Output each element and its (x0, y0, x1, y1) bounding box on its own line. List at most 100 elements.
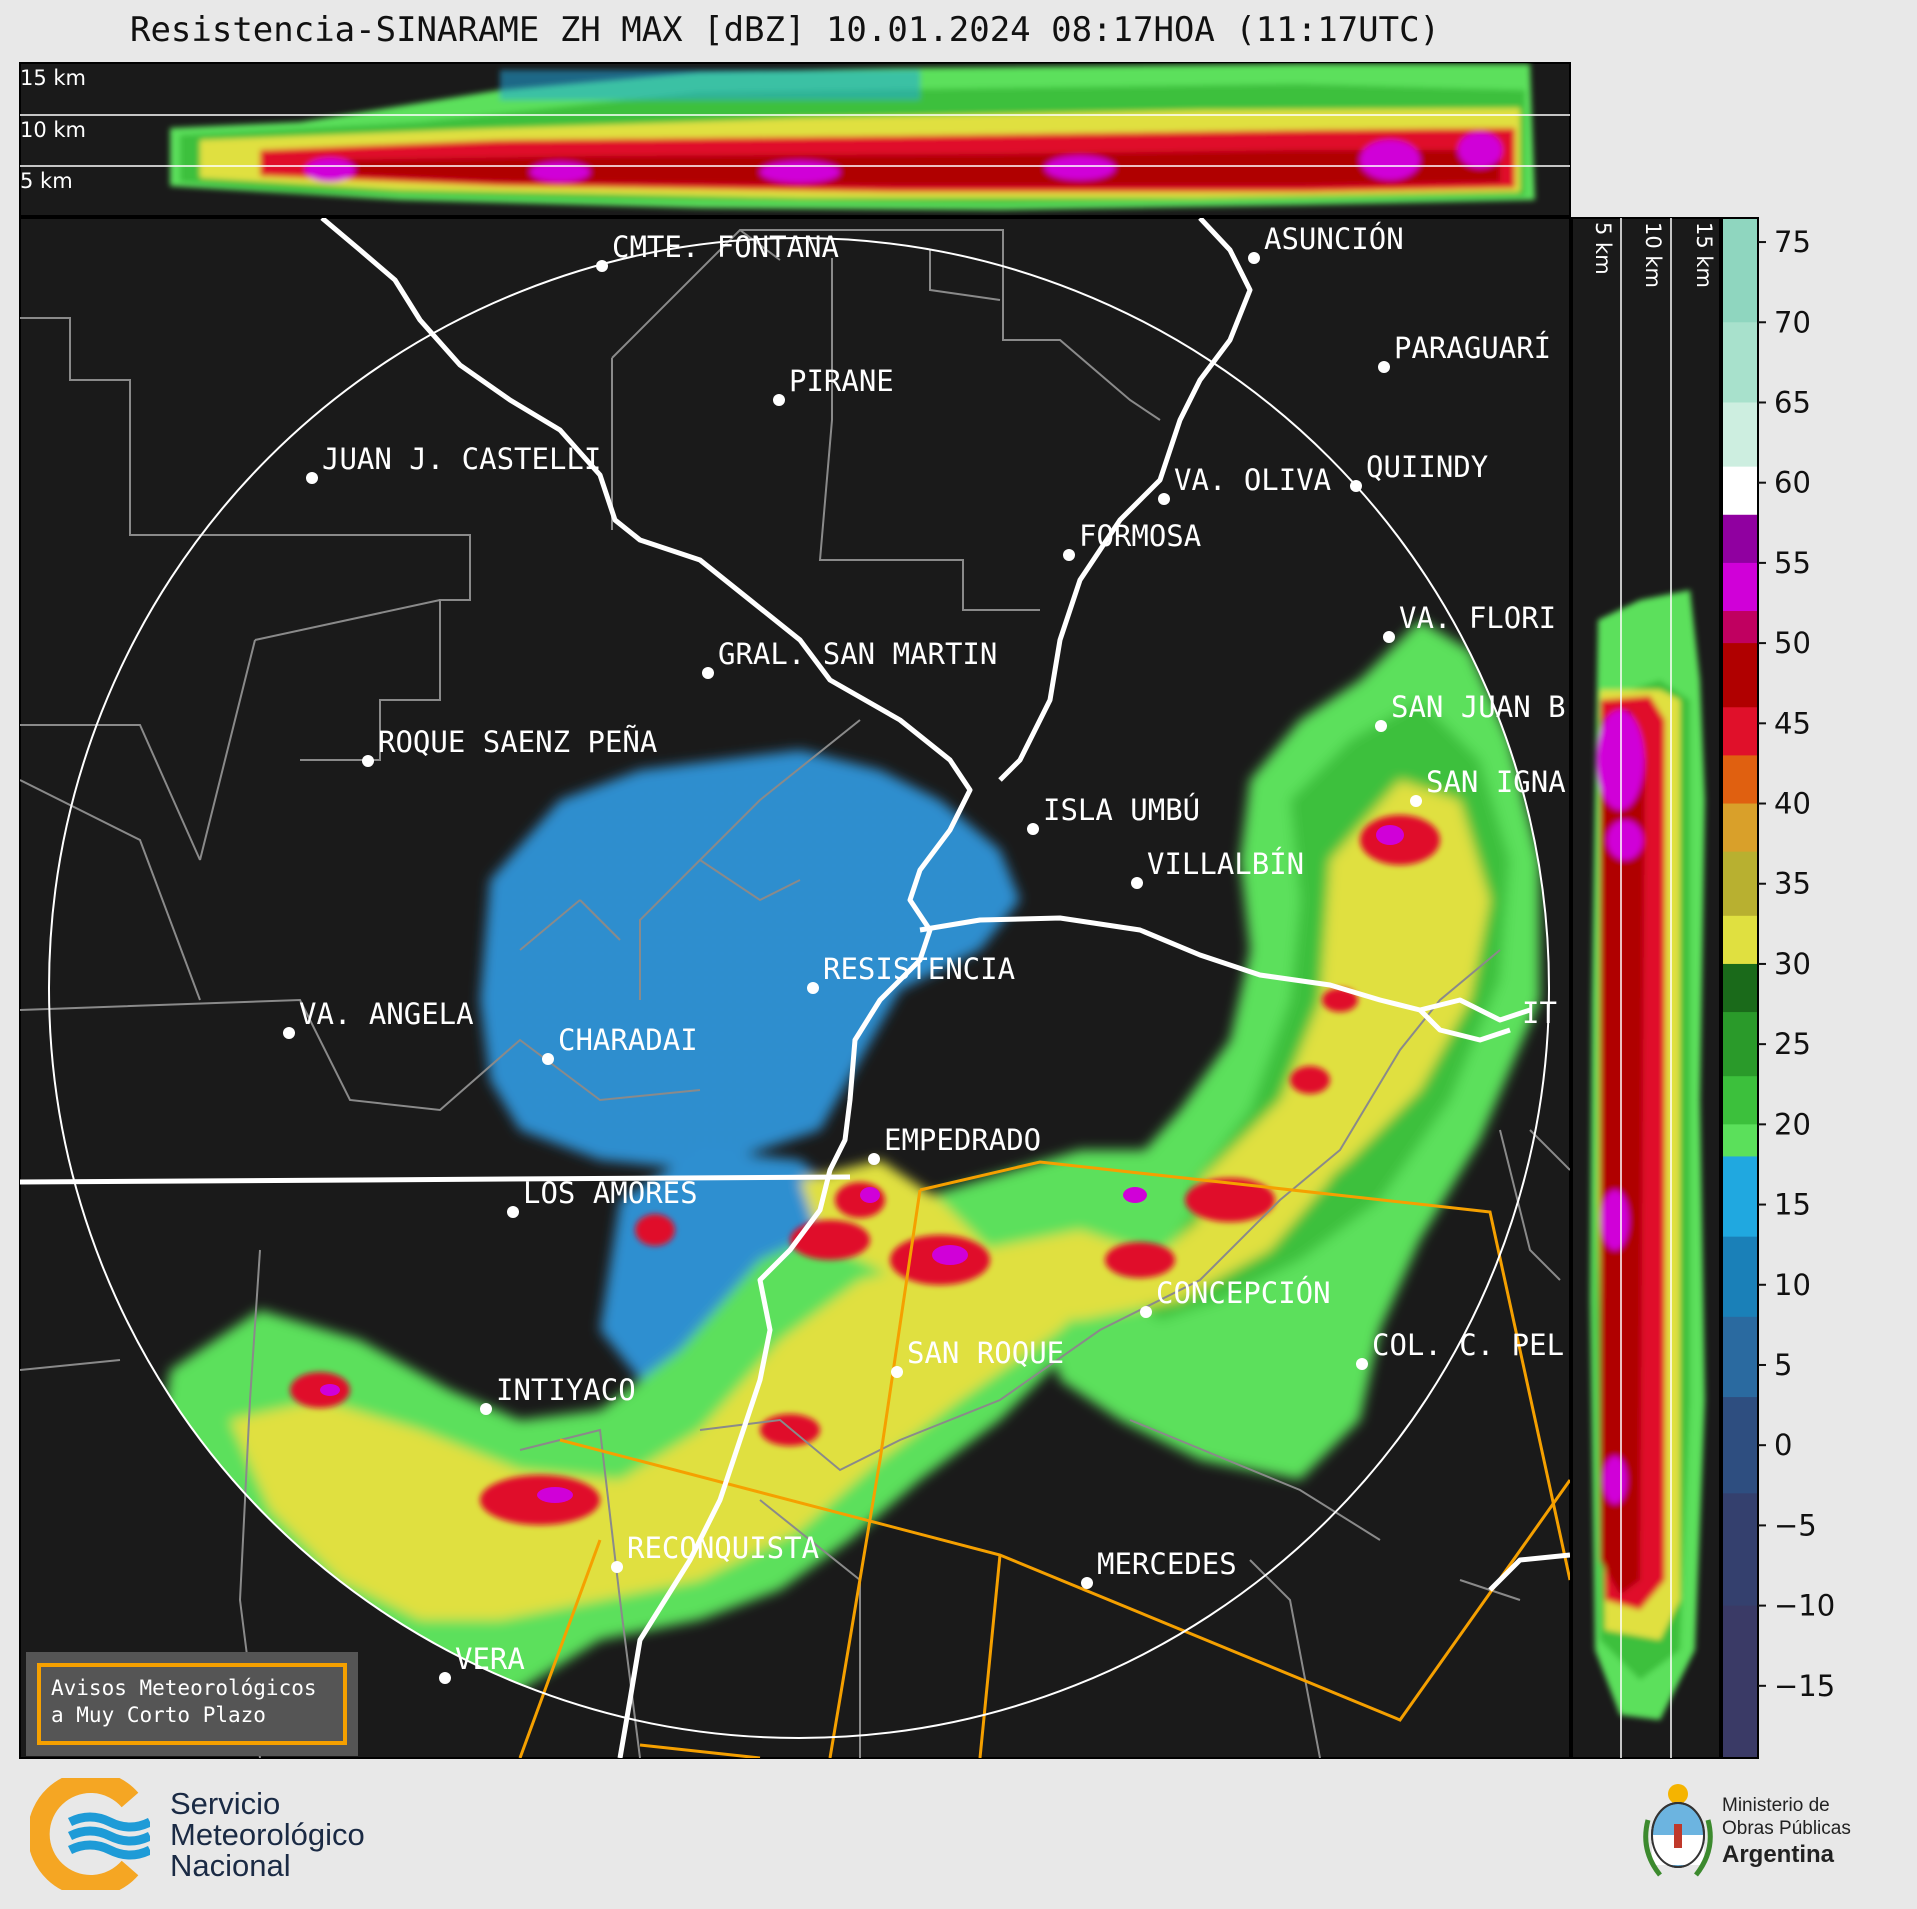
colorbar-band (1722, 1236, 1758, 1318)
city-label: FORMOSA (1079, 519, 1201, 553)
colorbar-tick-label: −5 (1774, 1508, 1817, 1542)
city-label-partial: IT (1522, 996, 1557, 1030)
city-label: VILLALBÍN (1147, 847, 1304, 881)
colorbar-tick-label: 55 (1774, 546, 1811, 580)
argentina-coat-of-arms-icon (1643, 1784, 1713, 1877)
ministry-line-1: Ministerio de (1722, 1795, 1830, 1816)
radar-echoes (160, 620, 1540, 1720)
avisos-button[interactable]: Avisos Meteorológicos a Muy Corto Plazo (26, 1652, 358, 1756)
city-marker (773, 394, 785, 406)
city-label: CMTE. FONTANA (612, 230, 839, 264)
city-label: SAN IGNA (1426, 765, 1566, 799)
colorbar-tick-label: 50 (1774, 626, 1811, 660)
colorbar-band (1722, 1397, 1758, 1494)
colorbar-tick-label: 40 (1774, 787, 1811, 821)
top-height-label-15km: 15 km (20, 66, 86, 90)
colorbar-tick-label: 65 (1774, 385, 1811, 419)
city-label: JUAN J. CASTELLI (322, 442, 601, 476)
city-marker (1131, 877, 1143, 889)
city-label: ISLA UMBÚ (1043, 793, 1200, 827)
city-label: RESISTENCIA (823, 952, 1015, 986)
colorbar-band (1722, 1076, 1758, 1125)
city-label: VA. OLIVA (1174, 463, 1331, 497)
city-marker (1063, 549, 1075, 561)
city-label: EMPEDRADO (884, 1123, 1041, 1157)
colorbar-band (1722, 643, 1758, 708)
smn-line-2: Meteorológico (170, 1817, 365, 1852)
colorbar-tick-label: 25 (1774, 1027, 1811, 1061)
city-label: RECONQUISTA (627, 1531, 819, 1565)
city-label: QUIINDY (1366, 450, 1488, 484)
colorbar-band (1722, 755, 1758, 805)
city-label: CHARADAI (558, 1023, 698, 1057)
colorbar-tick-label: 30 (1774, 947, 1811, 981)
ministry-line-3: Argentina (1722, 1841, 1835, 1868)
city-marker (1248, 252, 1260, 264)
city-label: SAN ROQUE (907, 1336, 1064, 1370)
warning-polygons (518, 1160, 1570, 1758)
colorbar-tick-label: 35 (1774, 867, 1811, 901)
colorbar-tick-label: 20 (1774, 1107, 1811, 1141)
colorbar-tick-label: 0 (1774, 1428, 1792, 1462)
smn-logo: Servicio Meteorológico Nacional (27, 1771, 430, 1897)
colorbar-band (1722, 915, 1758, 965)
city-marker (542, 1053, 554, 1065)
city-label: PARAGUARÍ (1394, 331, 1551, 365)
ministry-line-2: Obras Públicas (1722, 1818, 1851, 1839)
colorbar-band (1722, 514, 1758, 564)
colorbar-tick-label: 15 (1774, 1188, 1811, 1222)
side-height-label-10km: 10 km (1641, 222, 1665, 288)
colorbar-tick-label: 45 (1774, 706, 1811, 740)
city-marker (1350, 480, 1362, 492)
side-height-label-5km: 5 km (1591, 222, 1615, 275)
chart-title: Resistencia-SINARAME ZH MAX [dBZ] 10.01.… (129, 10, 1441, 50)
city-marker (1140, 1306, 1152, 1318)
rivers-borders (20, 218, 1570, 1758)
city-label: VA. FLORI (1399, 601, 1556, 635)
city-labels: CMTE. FONTANA ASUNCIÓN PARAGUARÍ PIRANE JUAN… (283, 222, 1566, 1684)
city-marker (1383, 631, 1395, 643)
colorbar-tick-label: 10 (1774, 1268, 1811, 1302)
city-label: MERCEDES (1097, 1547, 1237, 1581)
avisos-line-2: a Muy Corto Plazo (51, 1703, 266, 1727)
colorbar-band (1722, 1605, 1758, 1759)
colorbar-band (1722, 707, 1758, 756)
colorbar-tick-label: 70 (1774, 305, 1811, 339)
city-marker (1410, 795, 1422, 807)
ministry-logo: Ministerio de Obras Públicas Argentina (1640, 1780, 1900, 1890)
colorbar-band (1722, 562, 1758, 612)
colorbar-band (1722, 803, 1758, 853)
city-label: SAN JUAN B (1391, 690, 1566, 724)
city-marker (362, 755, 374, 767)
city-label: INTIYACO (496, 1373, 636, 1407)
colorbar-band (1722, 1156, 1758, 1238)
colorbar-band (1722, 1316, 1758, 1398)
city-marker (868, 1153, 880, 1165)
city-marker (306, 472, 318, 484)
colorbar-band (1722, 402, 1758, 468)
top-profile: 15 km 10 km 5 km (19, 62, 1571, 217)
city-marker (702, 667, 714, 679)
city-marker (1375, 720, 1387, 732)
city-marker (1356, 1358, 1368, 1370)
city-marker (807, 982, 819, 994)
smn-emblem-icon (27, 1771, 153, 1897)
map-panel: CMTE. FONTANA ASUNCIÓN PARAGUARÍ PIRANE JUAN… (19, 217, 1571, 1759)
smn-line-1: Servicio (170, 1786, 281, 1821)
colorbar-band (1722, 1493, 1758, 1607)
colorbar-band (1722, 611, 1758, 644)
city-marker (439, 1672, 451, 1684)
top-height-label-10km: 10 km (20, 118, 86, 142)
colorbar-tick-label: −10 (1774, 1589, 1835, 1623)
city-marker (1378, 361, 1390, 373)
city-label: COL. C. PEL (1372, 1328, 1564, 1362)
avisos-line-1: Avisos Meteorológicos (51, 1676, 317, 1700)
city-marker (1081, 1577, 1093, 1589)
side-profile: 5 km 10 km 15 km (1571, 217, 1721, 1759)
city-label: VERA (455, 1642, 525, 1676)
colorbar-tick-label: 5 (1774, 1348, 1792, 1382)
colorbar-tick-label: −15 (1774, 1669, 1835, 1703)
city-marker (1158, 493, 1170, 505)
